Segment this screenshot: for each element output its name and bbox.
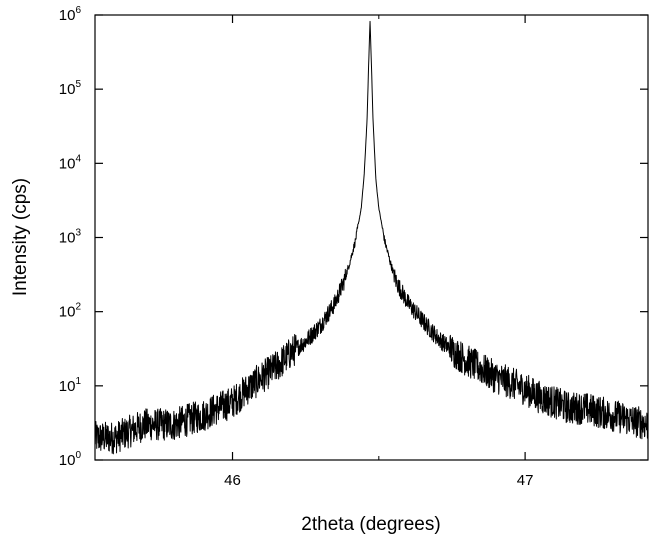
- y-tick-base: 10: [59, 304, 76, 321]
- y-tick-base: 10: [59, 155, 76, 172]
- y-axis-title: Intensity (cps): [10, 178, 31, 296]
- y-tick-exponent: 6: [75, 5, 81, 16]
- y-tick-base: 10: [59, 452, 76, 469]
- intensity-line: [94, 20, 649, 455]
- y-tick-label: 103: [59, 228, 82, 247]
- y-tick-label: 106: [59, 5, 82, 24]
- y-tick-base: 10: [59, 81, 76, 98]
- x-axis-title: 2theta (degrees): [301, 514, 440, 535]
- x-axis-ticks: 46 47: [224, 15, 533, 489]
- y-tick-exponent: 5: [75, 79, 81, 90]
- y-tick-exponent: 1: [75, 376, 81, 387]
- y-tick-label: 105: [59, 79, 82, 98]
- x-tick-label: 46: [224, 472, 241, 489]
- x-tick-label: 47: [517, 472, 534, 489]
- y-tick-label: 101: [59, 376, 82, 395]
- y-tick-exponent: 4: [75, 153, 81, 164]
- y-tick-exponent: 3: [75, 228, 81, 239]
- series-layer: [94, 20, 649, 455]
- y-tick-base: 10: [59, 7, 76, 24]
- y-tick-label: 102: [59, 302, 82, 321]
- y-tick-exponent: 0: [75, 450, 81, 461]
- y-tick-base: 10: [59, 230, 76, 247]
- y-tick-base: 10: [59, 378, 76, 395]
- y-tick-exponent: 2: [75, 302, 81, 313]
- y-tick-label: 100: [59, 450, 82, 469]
- y-tick-label: 104: [59, 153, 82, 172]
